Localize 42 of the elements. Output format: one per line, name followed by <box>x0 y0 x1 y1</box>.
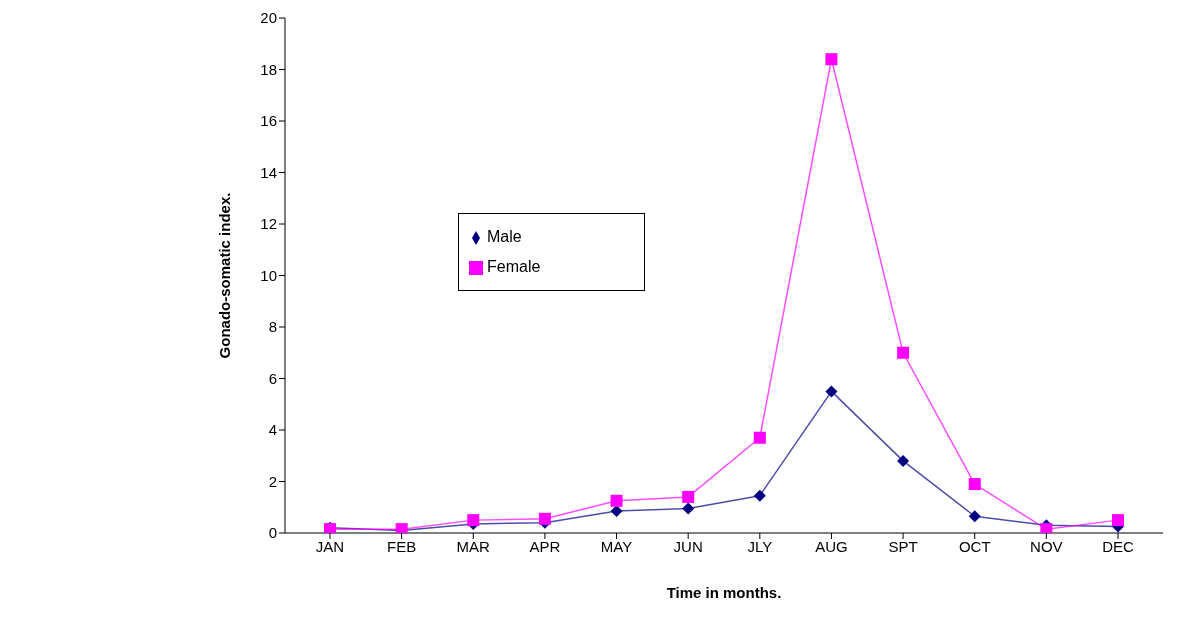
x-tick-label: AUG <box>815 537 848 555</box>
point <box>968 478 981 491</box>
x-tick-label: APR <box>529 537 561 555</box>
x-tick-label: JUN <box>673 537 703 555</box>
y-tick-label: 2 <box>268 472 277 490</box>
point <box>753 489 766 502</box>
y-tick-label: 12 <box>260 215 277 233</box>
y-tick-label: 8 <box>268 318 277 336</box>
legend-label: Female <box>487 258 541 275</box>
x-axis-title: Time in months. <box>666 584 782 601</box>
y-tick-label: 18 <box>260 60 277 78</box>
y-axis-title: Gonado-somatic index. <box>216 192 234 359</box>
legend-label: Male <box>487 228 522 245</box>
y-tick-label: 10 <box>260 266 277 284</box>
point <box>538 512 551 525</box>
x-tick-label: OCT <box>958 537 991 555</box>
y-tick-label: 14 <box>260 163 277 181</box>
point <box>610 494 623 507</box>
x-tick-label: JAN <box>315 537 345 555</box>
point <box>897 346 910 359</box>
point <box>610 505 623 518</box>
y-tick-label: 20 <box>260 9 277 27</box>
x-tick-label: NOV <box>1030 537 1063 555</box>
y-tick-label: 16 <box>260 112 277 130</box>
point <box>825 53 838 66</box>
x-tick-label: MAY <box>600 537 633 555</box>
point <box>968 510 981 523</box>
x-tick-label: JLY <box>747 537 773 555</box>
y-tick-label: 0 <box>268 524 277 542</box>
x-tick-label: MAR <box>456 537 491 555</box>
y-tick-label: 6 <box>268 369 277 387</box>
point <box>682 490 695 503</box>
point <box>825 385 838 398</box>
x-tick-label: SPT <box>888 537 918 555</box>
x-tick-label: FEB <box>387 537 417 555</box>
point <box>1112 514 1124 527</box>
point <box>897 454 910 467</box>
y-tick-label: 4 <box>268 421 277 439</box>
x-tick-label: DEC <box>1102 537 1134 555</box>
point <box>753 431 766 444</box>
point <box>1040 523 1053 533</box>
point <box>682 502 695 515</box>
